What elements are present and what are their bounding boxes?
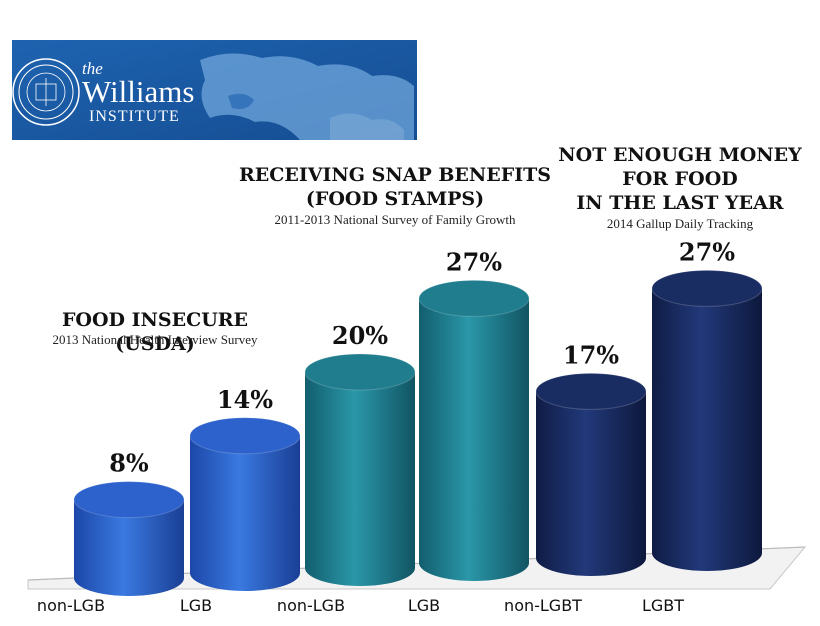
bar-body-5 (536, 391, 646, 576)
value-label-6: 27% (679, 237, 735, 266)
bar-4 (418, 279, 530, 581)
category-label-2: LGB (179, 596, 213, 615)
value-label-2: 14% (217, 385, 273, 414)
value-label-1: 8% (109, 449, 149, 478)
world-map-icon (200, 53, 414, 140)
bar-top-2 (189, 417, 301, 455)
bar-1 (73, 481, 185, 596)
bar-body-2 (190, 435, 300, 591)
bar-3 (304, 353, 416, 586)
banner: the Williams INSTITUTE (12, 40, 417, 140)
category-label-5: non-LGBT (504, 596, 582, 615)
logo-institute: INSTITUTE (89, 108, 180, 125)
value-label-5: 17% (563, 340, 619, 369)
bar-body-6 (652, 288, 762, 571)
category-label-3: non-LGB (276, 596, 346, 615)
group-title-snap-line1: RECEIVING SNAP BENEFITS (239, 164, 551, 186)
group-title-money-line1: NOT ENOUGH MONEY (558, 144, 802, 166)
bar-top-1 (73, 481, 185, 519)
group-title-money-line2: FOR FOOD (622, 168, 738, 190)
bar-body-4 (419, 298, 529, 581)
logo-name: Williams (82, 74, 194, 109)
bar-top-5 (535, 372, 647, 410)
value-label-4: 27% (446, 247, 502, 276)
value-label-3: 20% (332, 321, 388, 350)
bar-body-3 (305, 372, 415, 586)
category-label-1: non-LGB (36, 596, 106, 615)
bar-body-1 (74, 499, 184, 596)
bars-layer (73, 269, 763, 596)
bar-top-3 (304, 353, 416, 391)
bar-top-6 (651, 269, 763, 307)
group-title-snap-line2: (FOOD STAMPS) (305, 188, 485, 210)
bar-top-4 (418, 279, 530, 317)
seal-icon (12, 58, 80, 126)
bar-2 (189, 417, 301, 591)
bar-6 (651, 269, 763, 571)
group-subtitle-snap: 2011-2013 National Survey of Family Grow… (274, 212, 516, 227)
bar-5 (535, 372, 647, 576)
value-labels-layer: 8% 14% 20% 27% 17% 27% (109, 237, 735, 477)
group-title-money-line3: IN THE LAST YEAR (576, 192, 784, 214)
logo-the: the (82, 59, 103, 78)
group-title-food-insecure: FOOD INSECURE (USDA) (61, 309, 249, 355)
group-subtitle-money: 2014 Gallup Daily Tracking (606, 216, 754, 231)
category-label-4: LGB (407, 596, 441, 615)
category-label-6: LGBT (641, 596, 685, 615)
group-subtitle-food-insecure: 2013 National Health Interview Survey (52, 332, 258, 347)
